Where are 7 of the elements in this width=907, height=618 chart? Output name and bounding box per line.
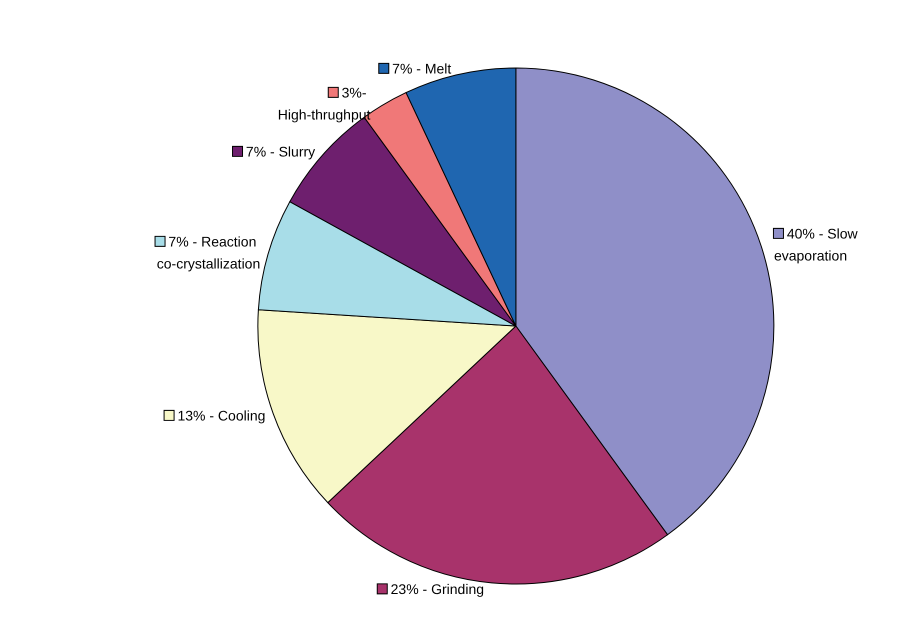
legend-label: 23% - Grinding [386, 580, 484, 597]
legend-label: 7% - Melt [388, 60, 452, 76]
legend-label: 3%- High-thrughput [278, 84, 371, 122]
legend-label: 40% - Slow evaporation [774, 225, 862, 264]
legend-label: 7% - Slurry [242, 143, 316, 160]
legend-label: 13% - Cooling [174, 407, 266, 424]
legend-label: 7% - Reaction co-crystallization [156, 233, 260, 272]
